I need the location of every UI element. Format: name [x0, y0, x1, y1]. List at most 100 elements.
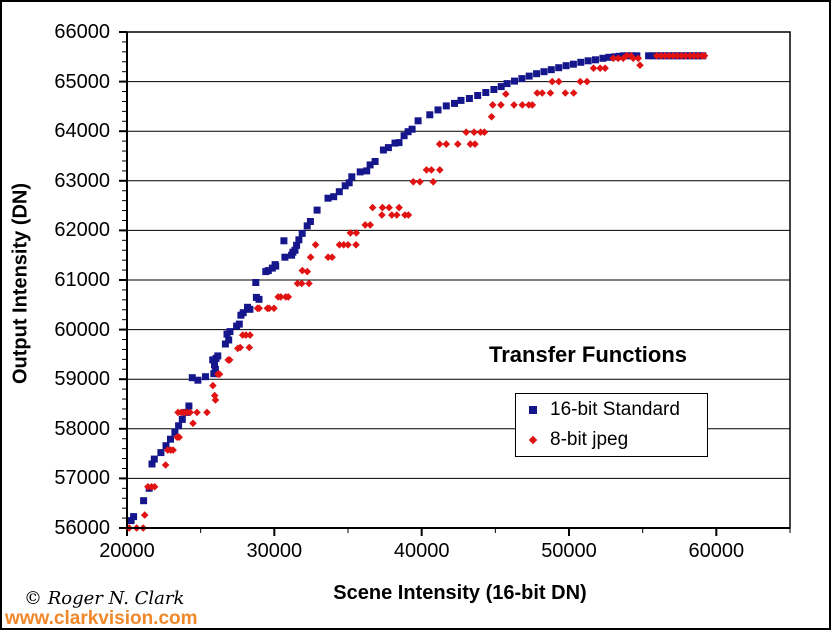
y-tick-label-58000: 58000	[54, 417, 110, 440]
data-point	[528, 101, 537, 109]
data-point	[280, 237, 288, 245]
data-point	[284, 293, 293, 301]
legend-item-16bit-standard: 16-bit Standard	[516, 398, 707, 422]
y-tick-label-65000: 65000	[54, 70, 110, 93]
data-point	[422, 166, 431, 174]
data-point	[583, 77, 591, 86]
series-8bit-jpeg	[125, 52, 709, 532]
data-point	[474, 92, 482, 99]
y-tick-label-57000: 57000	[54, 467, 110, 490]
data-point	[451, 99, 458, 107]
data-point	[291, 246, 299, 254]
data-point	[690, 52, 698, 60]
data-point	[226, 328, 234, 336]
data-point	[236, 343, 244, 352]
data-point	[555, 64, 563, 72]
data-point	[171, 428, 179, 436]
data-point	[211, 396, 220, 404]
data-point	[470, 128, 478, 136]
data-point	[270, 304, 278, 313]
data-point	[157, 449, 165, 457]
legend: 16-bit Standard 8-bit jpeg	[515, 393, 708, 457]
data-point	[561, 89, 570, 97]
data-point	[169, 446, 177, 454]
data-point	[694, 52, 702, 60]
data-point	[533, 89, 541, 97]
data-point	[245, 343, 254, 352]
data-point	[246, 305, 254, 313]
data-point	[408, 125, 416, 133]
x-tick-label-40000: 40000	[393, 540, 450, 562]
data-point	[324, 194, 332, 202]
data-point	[363, 167, 371, 175]
data-point	[518, 75, 526, 83]
data-point	[427, 166, 436, 174]
data-point	[555, 77, 563, 86]
data-point	[356, 168, 364, 176]
data-point	[150, 455, 158, 463]
data-point	[404, 211, 413, 219]
y-tick-label-63000: 63000	[54, 169, 110, 192]
data-point	[547, 66, 555, 74]
data-point	[194, 376, 202, 384]
data-point	[614, 54, 622, 63]
data-point	[265, 304, 273, 313]
x-tick-label-20000: 20000	[99, 540, 155, 562]
data-point	[378, 203, 387, 212]
data-point	[490, 86, 498, 93]
data-point	[328, 253, 336, 261]
data-point	[661, 52, 669, 60]
data-point	[466, 140, 475, 148]
data-point	[700, 52, 709, 60]
data-point	[395, 203, 403, 212]
data-point	[311, 241, 320, 249]
data-point	[584, 57, 592, 65]
data-point	[601, 64, 609, 72]
data-point	[592, 56, 599, 64]
data-point	[436, 166, 444, 174]
legend-marker-cell	[516, 406, 550, 414]
data-point	[669, 52, 677, 60]
data-point	[293, 279, 302, 288]
data-point	[189, 419, 197, 428]
data-point	[352, 229, 361, 237]
data-point	[298, 266, 307, 275]
data-point	[409, 178, 418, 186]
data-point	[167, 435, 174, 443]
y-tick-label-56000: 56000	[54, 517, 110, 539]
data-point	[677, 52, 686, 60]
x-tick-label-30000: 30000	[246, 540, 303, 562]
data-point	[366, 161, 374, 169]
data-point	[435, 140, 444, 148]
data-point	[457, 96, 465, 104]
data-point	[393, 211, 401, 219]
data-point	[255, 295, 263, 303]
data-point	[264, 267, 272, 275]
chart-title: Transfer Functions	[489, 342, 688, 367]
data-point	[193, 408, 201, 417]
data-point	[371, 158, 379, 165]
data-point	[379, 146, 387, 154]
data-point	[210, 370, 218, 378]
data-point	[335, 241, 344, 249]
data-point	[414, 117, 422, 125]
data-point	[685, 52, 694, 60]
data-point	[272, 262, 280, 270]
data-point	[454, 140, 462, 148]
data-point	[305, 279, 313, 288]
data-point	[384, 144, 392, 152]
legend-label: 8-bit jpeg	[550, 429, 629, 450]
data-point	[510, 101, 518, 109]
data-point	[426, 111, 434, 119]
data-point	[385, 203, 393, 212]
legend-marker-cell	[516, 435, 550, 445]
website-link[interactable]: www.clarkvision.com	[5, 608, 198, 629]
data-point	[255, 304, 263, 313]
data-point	[339, 241, 348, 249]
data-point	[175, 422, 183, 430]
data-point	[596, 64, 604, 72]
data-point	[416, 178, 424, 186]
data-point	[345, 179, 353, 187]
data-point	[599, 54, 607, 62]
